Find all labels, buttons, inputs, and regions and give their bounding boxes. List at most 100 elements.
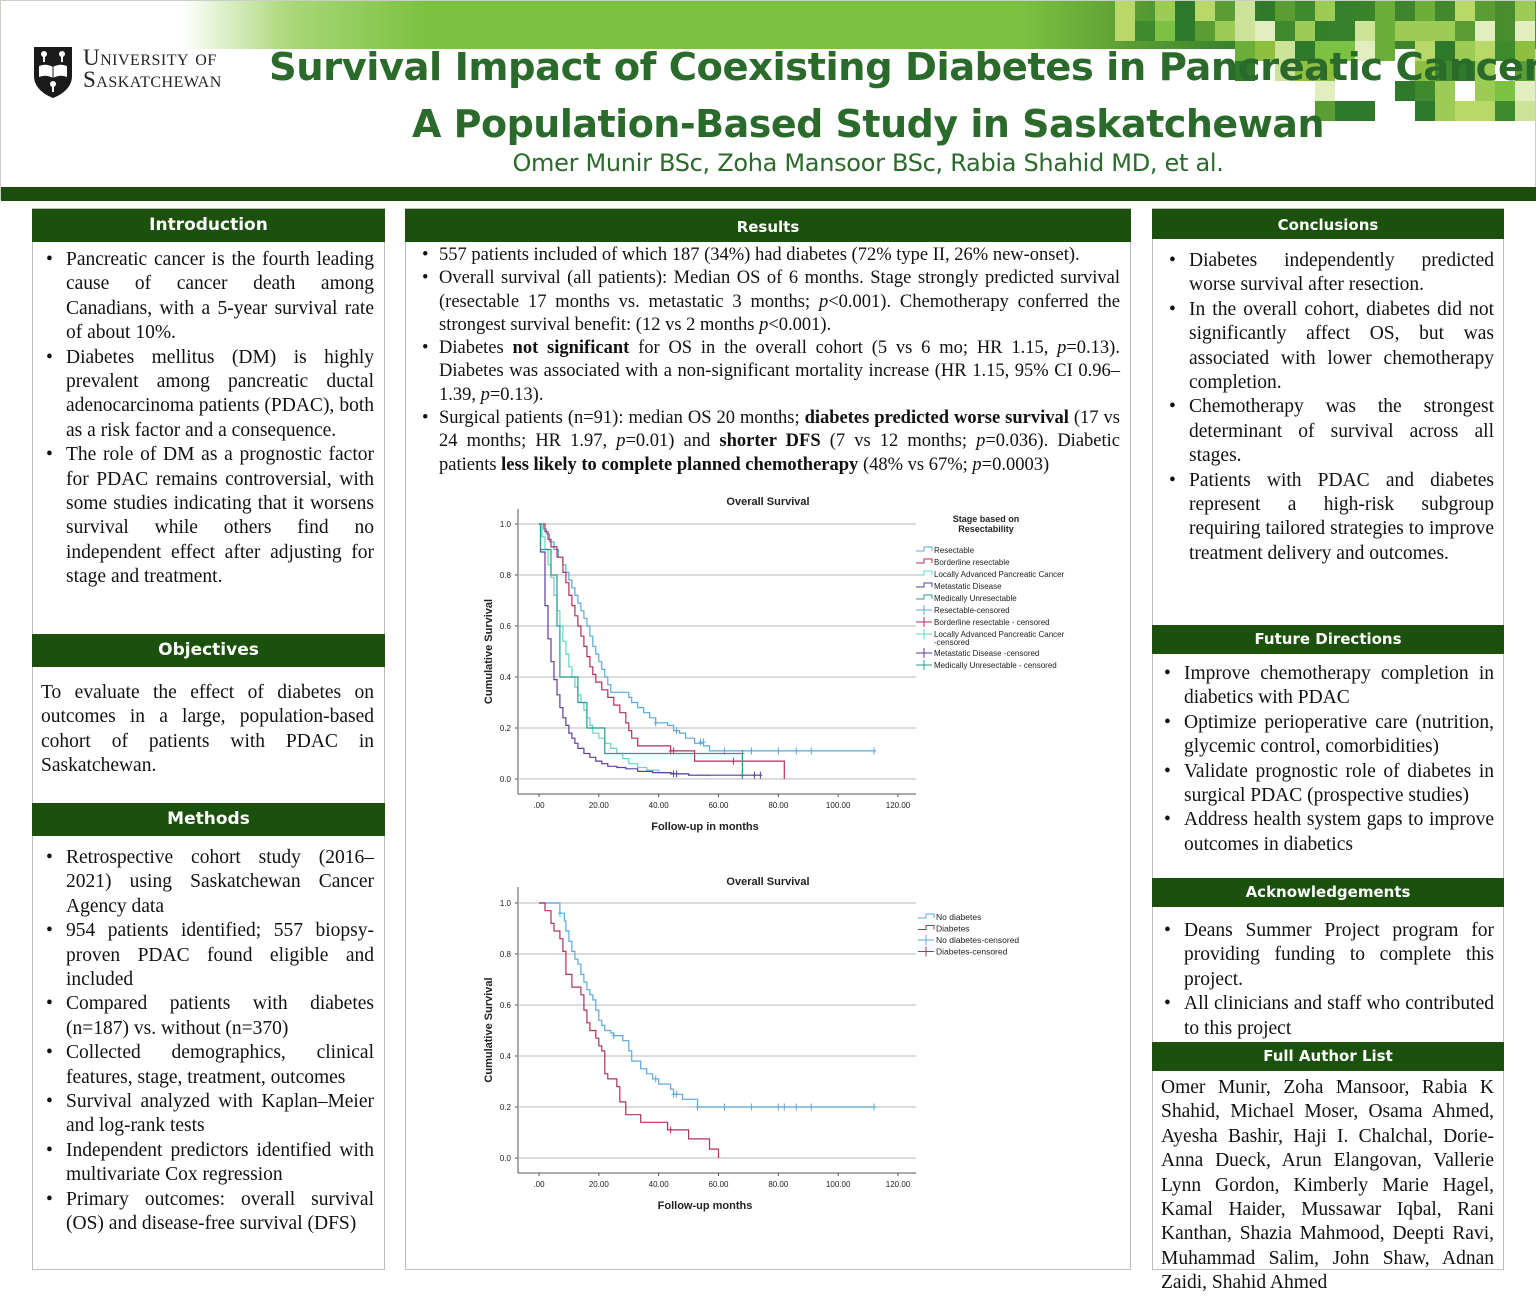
methods-bullet: Compared patients with diabetes (n=187) … [38,992,374,1041]
methods-section: Retrospective cohort study (2016–2021) u… [33,836,384,1237]
mosaic-tile [1315,61,1335,81]
mosaic-tile [1475,1,1495,21]
km-curve-resectable [539,523,875,752]
acknowledgements-bullet: All clinicians and staff who contributed… [1156,992,1494,1041]
censor-mark [794,747,799,755]
results-emphasis: not significant [512,338,630,359]
censor-mark [722,1103,727,1111]
mosaic-tile [1275,21,1295,41]
y-tick-label: 0.4 [500,673,512,682]
mosaic-tile [1235,41,1255,61]
results-bullet: Overall survival (all patients): Median … [414,267,1120,337]
mosaic-tile [1455,1,1475,21]
methods-bullet: Survival analyzed with Kaplan–Meier and … [38,1090,374,1139]
mosaic-tile [1355,101,1375,121]
legend-item: Medically Unresectable [916,594,1017,603]
results-text: (7 vs 12 months; [820,431,977,452]
mosaic-tile [1375,1,1395,21]
poster-header: University of Saskatchewan Survival Impa… [0,0,1536,201]
mosaic-tile [1115,21,1135,41]
censor-mark [809,747,814,755]
full-author-list-text: Omer Munir, Zoha Mansoor, Rabia K Shahid… [1161,1077,1494,1294]
mosaic-tile [1155,1,1175,21]
censor-mark [776,1103,781,1111]
acknowledgements-section: Deans Summer Project program for providi… [1153,907,1503,1042]
university-shield-icon [34,47,72,98]
results-text: =0.01) and [625,431,720,452]
mosaic-tile [1235,21,1255,41]
x-axis-label: Follow-up months [658,1200,753,1212]
legend-item: Borderline resectable [916,558,1010,567]
methods-bullet: 954 patients identified; 557 biopsy-prov… [38,919,374,992]
mosaic-tile [1395,21,1415,41]
mosaic-tile [1415,61,1435,81]
legend-label: Metastatic Disease [934,582,1002,591]
results-text: =0.13). [489,384,544,405]
mosaic-tile [1455,21,1475,41]
x-tick-label: 60.00 [708,801,729,810]
results-text: =0.0003) [981,454,1050,475]
y-axis-label: Cumulative Survival [483,977,495,1082]
legend-item: Diabetes-censored [918,946,1008,957]
legend-label: Diabetes-censored [936,947,1008,957]
legend-line-swatch [916,582,933,588]
censor-mark [809,1103,814,1111]
mosaic-tile [1175,1,1195,21]
p-value-symbol: p [480,384,490,405]
legend-label-line: -censored [934,638,970,647]
p-value-symbol: p [759,314,769,335]
y-tick-label: 0.0 [500,1154,512,1163]
introduction-bullet: Pancreatic cancer is the fourth leading … [38,248,374,346]
km-chart-diabetes: Overall Survival 0.0 0.2 0.4 0.6 0.8 1.0 .00 20.… [466,869,1086,1229]
acknowledgements-list: Deans Summer Project program for providi… [1156,919,1494,1041]
km-chart-stage: Overall Survival 0.0 0.2 0.4 0.6 0.8 1.0 .00 20.… [466,489,1086,849]
p-value-symbol: p [1057,338,1067,359]
header-mosaic-decoration [1115,1,1535,121]
censor-mark [782,1103,787,1111]
mosaic-tile [1275,41,1295,61]
right-column: Conclusions Diabetes independently predi… [1152,208,1504,1293]
conclusions-bullet: Diabetes independently predicted worse s… [1161,249,1494,298]
mosaic-tile [1315,1,1335,21]
mosaic-tile [1495,41,1515,61]
km-curve-borderline-resectable [539,523,785,779]
y-tick-label: 0.4 [500,1052,512,1061]
header-bottom-bar [1,187,1536,201]
mosaic-tile [1355,41,1375,61]
results-bullet: 557 patients included of which 187 (34%)… [414,244,1120,268]
censor-mark [653,719,658,727]
future-directions-heading: Future Directions [1152,625,1504,654]
mosaic-tile [1395,81,1415,101]
mosaic-tile [1295,1,1315,21]
results-emphasis: diabetes predicted worse survival [804,408,1069,429]
y-tick-label: 1.0 [500,899,512,908]
x-tick-label: .00 [533,1180,545,1189]
legend-item: Medically Unresectable - censored [916,660,1057,670]
km-chart-svg: Overall Survival 0.0 0.2 0.4 0.6 0.8 1.0 .00 20.… [483,496,1065,833]
legend-label: Metastatic Disease -censored [934,649,1039,658]
results-text: Surgical patients (n=91): median OS 20 m… [439,408,805,429]
results-text: <0.001). [768,314,832,335]
legend-title-line: Resectability [958,524,1014,534]
left-column: Introduction Pancreatic cancer is the fo… [32,208,385,1270]
mosaic-tile [1435,81,1455,101]
mosaic-tile [1435,61,1455,81]
y-tick-label: 0.2 [500,1103,512,1112]
future-directions-list: Improve chemotherapy completion in diabe… [1156,662,1494,857]
mosaic-tile [1415,81,1435,101]
results-text: =0.036). Diabetic patients [439,431,1120,475]
mosaic-tile [1355,21,1375,41]
legend-line-swatch [918,925,935,930]
mosaic-tile [1255,21,1275,41]
legend-line-swatch [916,570,933,576]
legend-item: Resectable [916,546,975,555]
y-tick-label: 0.8 [500,571,512,580]
legend-title: Stage based on Resectability [953,514,1020,534]
x-tick-label: 20.00 [589,1180,610,1189]
censor-mark [701,738,706,746]
legend-label: Resectable [934,546,975,555]
poster-title-line1: Survival Impact of Coexisting Diabetes i… [269,45,1536,90]
mosaic-tile [1475,61,1495,81]
mosaic-tile [1115,1,1135,21]
x-tick-label: 80.00 [768,1180,789,1189]
